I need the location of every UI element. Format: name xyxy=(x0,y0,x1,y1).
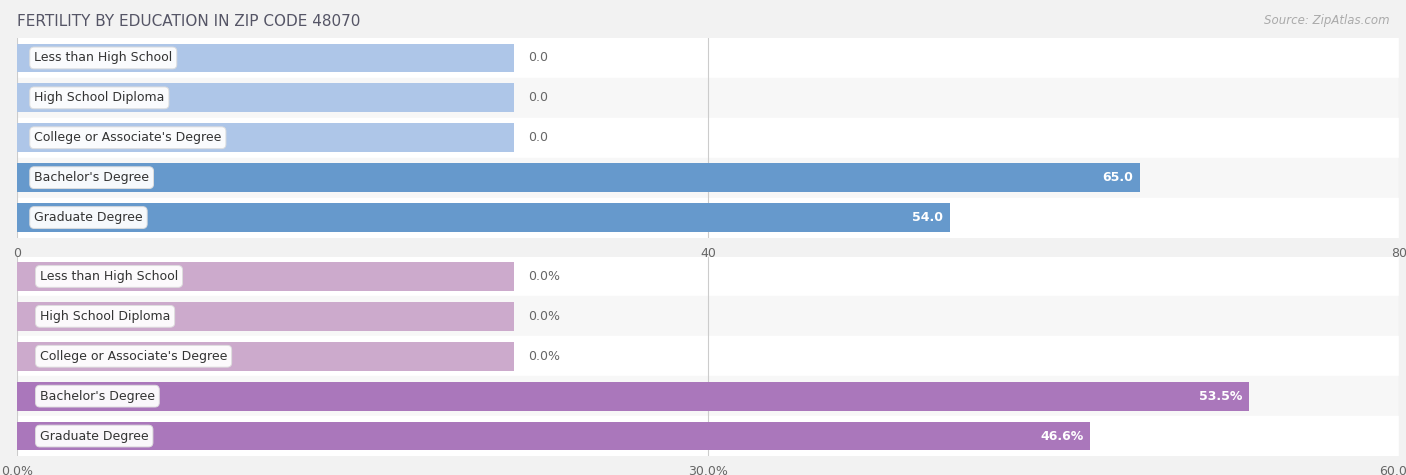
Text: Less than High School: Less than High School xyxy=(34,51,173,65)
Text: 53.5%: 53.5% xyxy=(1199,390,1243,403)
Text: College or Associate's Degree: College or Associate's Degree xyxy=(39,350,228,363)
Text: Bachelor's Degree: Bachelor's Degree xyxy=(34,171,149,184)
Text: FERTILITY BY EDUCATION IN ZIP CODE 48070: FERTILITY BY EDUCATION IN ZIP CODE 48070 xyxy=(17,14,360,29)
Bar xyxy=(17,302,515,331)
Bar xyxy=(17,256,1399,296)
Text: Bachelor's Degree: Bachelor's Degree xyxy=(39,390,155,403)
Text: Graduate Degree: Graduate Degree xyxy=(34,211,143,224)
Text: College or Associate's Degree: College or Associate's Degree xyxy=(34,131,222,144)
Bar xyxy=(17,124,515,152)
Text: 0.0%: 0.0% xyxy=(529,350,560,363)
Text: High School Diploma: High School Diploma xyxy=(39,310,170,323)
Bar xyxy=(17,416,1399,456)
Bar xyxy=(17,296,1399,336)
Bar xyxy=(17,38,1399,78)
Text: Graduate Degree: Graduate Degree xyxy=(39,429,149,443)
Bar xyxy=(17,44,515,72)
Bar xyxy=(17,342,515,370)
Bar xyxy=(17,203,950,232)
Bar xyxy=(17,198,1399,238)
Bar xyxy=(17,382,1250,410)
Bar xyxy=(17,84,515,112)
Text: 0.0: 0.0 xyxy=(529,51,548,65)
Text: 0.0: 0.0 xyxy=(529,131,548,144)
Bar xyxy=(17,376,1399,416)
Text: 0.0%: 0.0% xyxy=(529,310,560,323)
Bar xyxy=(17,422,1090,450)
Bar xyxy=(17,78,1399,118)
Text: 65.0: 65.0 xyxy=(1102,171,1133,184)
Bar xyxy=(17,158,1399,198)
Bar xyxy=(17,262,515,291)
Bar xyxy=(17,336,1399,376)
Text: 0.0%: 0.0% xyxy=(529,270,560,283)
Bar xyxy=(17,163,1140,192)
Text: High School Diploma: High School Diploma xyxy=(34,91,165,104)
Text: Less than High School: Less than High School xyxy=(39,270,179,283)
Text: 46.6%: 46.6% xyxy=(1040,429,1084,443)
Bar xyxy=(17,118,1399,158)
Text: 0.0: 0.0 xyxy=(529,91,548,104)
Text: Source: ZipAtlas.com: Source: ZipAtlas.com xyxy=(1264,14,1389,27)
Text: 54.0: 54.0 xyxy=(912,211,943,224)
